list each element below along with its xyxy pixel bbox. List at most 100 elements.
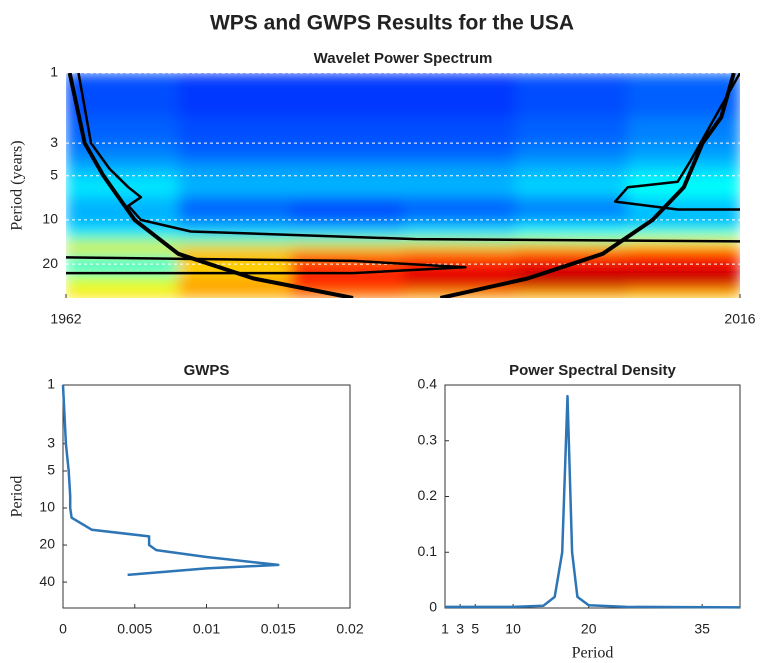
y-tick-label: 20 [39, 536, 55, 552]
y-tick-label: 0.4 [418, 376, 438, 392]
heat-cell [290, 273, 404, 282]
heat-cell [178, 236, 292, 247]
panel-title: GWPS [184, 362, 230, 379]
heat-cell [66, 280, 179, 291]
heat-cell [66, 175, 179, 198]
heat-cell [178, 245, 292, 255]
heat-cell [627, 280, 740, 291]
heat-cell [627, 253, 740, 265]
heat-cell [290, 161, 404, 177]
heat-cell [66, 236, 179, 247]
heat-cell [290, 264, 404, 274]
heat-cell [178, 117, 292, 144]
y-tick-label: 3 [47, 434, 55, 450]
heat-cell [403, 225, 516, 238]
heat-cell [403, 143, 516, 162]
contour-line [77, 73, 740, 243]
y-tick-label: 20 [42, 255, 58, 271]
heat-cell [403, 175, 516, 198]
heat-cell [290, 143, 404, 162]
x-tick-label: 5 [471, 621, 479, 637]
heat-cell [403, 236, 516, 247]
x-tick-label: 10 [505, 621, 521, 637]
heat-cell [178, 280, 292, 291]
heat-cell [403, 117, 516, 144]
x-tick-label: 3 [456, 621, 464, 637]
heat-cell [627, 225, 740, 238]
heat-cell [515, 175, 629, 198]
heat-cell [403, 280, 516, 291]
y-tick-label: 40 [39, 573, 55, 589]
heat-cell [627, 290, 740, 298]
heat-cell [178, 225, 292, 238]
heat-cell [627, 245, 740, 255]
heat-cell [290, 290, 404, 298]
heat-cell [290, 213, 404, 227]
y-tick-label: 1 [47, 376, 55, 392]
x-tick-label: 0.015 [261, 621, 296, 637]
y-tick-label: 10 [42, 211, 58, 227]
heatmap-overlay [66, 73, 740, 298]
heat-cell [66, 225, 179, 238]
y-axis-label: Period [9, 476, 26, 518]
data-line [61, 384, 280, 577]
heat-cell [66, 161, 179, 177]
y-tick-label: 10 [39, 499, 55, 515]
heat-cell [290, 236, 404, 247]
heat-cell [515, 273, 629, 282]
heat-cell [515, 117, 629, 144]
heat-cell [66, 290, 179, 298]
heat-cell [515, 280, 629, 291]
heat-cell [178, 175, 292, 198]
y-tick-label: 0.2 [418, 487, 438, 503]
heat-cell [627, 117, 740, 144]
heat-cell [403, 273, 516, 282]
heat-cell [178, 73, 292, 118]
heat-cell [627, 143, 740, 162]
panel-title: Wavelet Power Spectrum [314, 50, 493, 67]
y-tick-label: 0 [429, 599, 437, 615]
figure-title: WPS and GWPS Results for the USA [210, 12, 574, 35]
heat-cell [515, 264, 629, 274]
heat-cell [290, 117, 404, 144]
heat-cell [290, 245, 404, 255]
x-tick-label: 0 [59, 621, 67, 637]
x-tick-label: 0.005 [117, 621, 152, 637]
heatmap-cells [66, 73, 740, 298]
heat-cell [627, 264, 740, 274]
x-tick-label: 2016 [724, 311, 755, 327]
x-tick-label: 35 [694, 621, 710, 637]
heat-cell [515, 225, 629, 238]
heat-cell [290, 73, 404, 118]
heat-cell [515, 197, 629, 214]
plot-frame [444, 384, 741, 609]
heat-cell [290, 197, 404, 214]
heat-cell [515, 73, 629, 118]
heat-cell [66, 273, 179, 282]
heat-cell [515, 290, 629, 298]
heat-cell [178, 143, 292, 162]
heat-cell [515, 253, 629, 265]
x-tick-label: 1962 [50, 311, 81, 327]
y-tick-label: 3 [50, 134, 58, 150]
heat-cell [515, 245, 629, 255]
x-tick-label: 20 [581, 621, 597, 637]
heat-cell [178, 161, 292, 177]
y-tick-label: 0.1 [418, 543, 438, 559]
heat-cell [403, 161, 516, 177]
heatmap-area [66, 73, 740, 298]
contour-line [67, 73, 736, 298]
heat-cell [403, 73, 516, 118]
heat-cell [627, 161, 740, 177]
x-axis-label: Period [572, 645, 614, 662]
heat-cell [178, 197, 292, 214]
heat-cell [515, 161, 629, 177]
x-tick-label: 0.01 [193, 621, 220, 637]
heat-cell [515, 236, 629, 247]
heat-cell [627, 273, 740, 282]
heat-cell [66, 264, 179, 274]
y-tick-label: 0.3 [418, 431, 438, 447]
heat-cell [178, 290, 292, 298]
x-tick-label: 1 [441, 621, 449, 637]
